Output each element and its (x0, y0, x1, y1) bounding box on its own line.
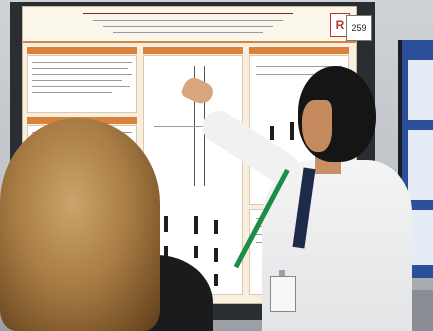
poster-section-introduction (27, 47, 137, 54)
poster-text-block (27, 55, 137, 113)
board-number-card: 259 (346, 15, 372, 41)
poster-section-discussion (249, 47, 349, 54)
woman-blonde-hair (0, 118, 160, 331)
poster-header: R (23, 7, 356, 43)
poster-section-results (143, 47, 243, 54)
man-face (302, 100, 332, 152)
name-badge (270, 276, 296, 312)
